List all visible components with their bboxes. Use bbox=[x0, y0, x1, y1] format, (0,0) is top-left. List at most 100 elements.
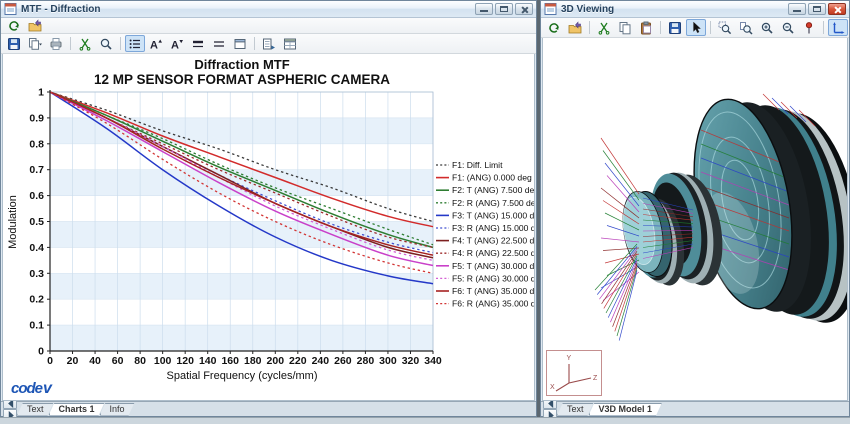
copy-drop-button[interactable] bbox=[25, 35, 45, 52]
svg-text:0: 0 bbox=[47, 355, 53, 367]
tab-info[interactable]: Info bbox=[100, 403, 135, 416]
svg-text:160: 160 bbox=[221, 355, 239, 367]
window-title: MTF - Diffraction bbox=[21, 4, 475, 15]
toolbar-separator bbox=[589, 21, 590, 34]
toolbar-separator bbox=[254, 37, 255, 50]
zoom-out-icon bbox=[781, 21, 795, 35]
line-thin-button[interactable] bbox=[209, 35, 229, 52]
refresh-icon bbox=[7, 19, 21, 33]
mtf-titlebar[interactable]: MTF - Diffraction bbox=[1, 1, 536, 18]
zoom-in-button[interactable] bbox=[757, 19, 777, 36]
save-icon bbox=[7, 37, 21, 51]
svg-text:0.4: 0.4 bbox=[29, 242, 44, 254]
toolbar-separator bbox=[70, 37, 71, 50]
svg-text:0.5: 0.5 bbox=[29, 216, 44, 228]
svg-text:60: 60 bbox=[112, 355, 124, 367]
minimize-button[interactable] bbox=[475, 3, 493, 15]
close-button[interactable] bbox=[828, 3, 846, 15]
status-bar bbox=[0, 417, 850, 424]
svg-text:240: 240 bbox=[312, 355, 330, 367]
maximize-button[interactable] bbox=[495, 3, 513, 15]
tab-charts-1[interactable]: Charts 1 bbox=[49, 403, 105, 416]
svg-text:F5: R (ANG) 30.000 deg: F5: R (ANG) 30.000 deg bbox=[452, 273, 535, 283]
cut-button[interactable] bbox=[75, 35, 95, 52]
x-axis-label: X bbox=[550, 384, 555, 391]
svg-text:Diffraction MTF: Diffraction MTF bbox=[194, 57, 289, 72]
cut-icon bbox=[597, 21, 611, 35]
tab-v3d-model-1[interactable]: V3D Model 1 bbox=[589, 403, 663, 416]
page-grid-button[interactable] bbox=[280, 35, 300, 52]
zoom-page-button[interactable] bbox=[736, 19, 756, 36]
mtf-window: MTF - Diffraction AA 0204060801001201401… bbox=[0, 0, 537, 417]
svg-text:0.7: 0.7 bbox=[29, 164, 44, 176]
export-button[interactable] bbox=[25, 17, 45, 34]
page-grid-icon bbox=[283, 37, 297, 51]
cut-button[interactable] bbox=[594, 19, 614, 36]
svg-text:Modulation: Modulation bbox=[7, 195, 19, 249]
toolbar-separator bbox=[823, 21, 824, 34]
mtf-toolbar-main: AA bbox=[1, 34, 536, 54]
font-up-icon: A bbox=[149, 37, 163, 51]
axes-button[interactable] bbox=[828, 19, 848, 36]
page-next-button[interactable] bbox=[259, 35, 279, 52]
svg-text:0.8: 0.8 bbox=[29, 138, 44, 150]
pin-button[interactable] bbox=[799, 19, 819, 36]
pointer-button[interactable] bbox=[686, 19, 706, 36]
viewing-3d-viewport[interactable]: Y Z X bbox=[542, 38, 848, 401]
copy-icon bbox=[618, 21, 632, 35]
series-f1-ang-0-000-deg bbox=[50, 92, 433, 227]
copy-drop-icon bbox=[28, 37, 42, 51]
mdi-desktop: MTF - Diffraction AA 0204060801001201401… bbox=[0, 0, 850, 424]
maximize-button[interactable] bbox=[808, 3, 826, 15]
svg-text:1: 1 bbox=[38, 87, 44, 99]
minimize-button[interactable] bbox=[788, 3, 806, 15]
line-thin-icon bbox=[212, 37, 226, 51]
tab-text[interactable]: Text bbox=[557, 403, 594, 416]
save-button[interactable] bbox=[665, 19, 685, 36]
z-axis-line bbox=[569, 378, 591, 383]
list-icon bbox=[128, 37, 142, 51]
svg-text:20: 20 bbox=[67, 355, 79, 367]
axes-icon bbox=[831, 21, 845, 35]
close-button[interactable] bbox=[515, 3, 533, 15]
print-button[interactable] bbox=[46, 35, 66, 52]
font-down-icon: A bbox=[170, 37, 184, 51]
print-icon bbox=[49, 37, 63, 51]
font-down-button[interactable]: A bbox=[167, 35, 187, 52]
svg-text:A: A bbox=[150, 39, 158, 51]
zoom-button[interactable] bbox=[96, 35, 116, 52]
paste-icon bbox=[639, 21, 653, 35]
svg-text:A: A bbox=[171, 39, 179, 51]
document-icon bbox=[544, 3, 557, 15]
svg-text:12 MP SENSOR FORMAT ASPHERIC C: 12 MP SENSOR FORMAT ASPHERIC CAMERA bbox=[94, 72, 390, 87]
tab-text[interactable]: Text bbox=[17, 403, 54, 416]
save-icon bbox=[668, 21, 682, 35]
svg-text:F4: R (ANG) 22.500 deg: F4: R (ANG) 22.500 deg bbox=[452, 248, 535, 258]
list-button[interactable] bbox=[125, 35, 145, 52]
window-button[interactable] bbox=[230, 35, 250, 52]
orientation-triad: Y Z X bbox=[546, 350, 602, 396]
zoom-out-button[interactable] bbox=[778, 19, 798, 36]
refresh-button[interactable] bbox=[544, 19, 564, 36]
svg-text:F1: (ANG) 0.000 deg: F1: (ANG) 0.000 deg bbox=[452, 173, 532, 183]
svg-text:200: 200 bbox=[267, 355, 285, 367]
svg-text:F2: R (ANG) 7.500 deg: F2: R (ANG) 7.500 deg bbox=[452, 198, 535, 208]
svg-text:40: 40 bbox=[89, 355, 101, 367]
zoom-in-icon bbox=[760, 21, 774, 35]
line-thick-icon bbox=[191, 37, 205, 51]
viewing-3d-window: 3D Viewing Y Z bbox=[540, 0, 850, 417]
viewing-3d-titlebar[interactable]: 3D Viewing bbox=[541, 1, 849, 18]
export-button[interactable] bbox=[565, 19, 585, 36]
line-thick-button[interactable] bbox=[188, 35, 208, 52]
mtf-tabbar: TextCharts 1Info bbox=[1, 401, 536, 416]
copy-button[interactable] bbox=[615, 19, 635, 36]
svg-text:80: 80 bbox=[134, 355, 146, 367]
save-button[interactable] bbox=[4, 35, 24, 52]
paste-button[interactable] bbox=[636, 19, 656, 36]
font-up-button[interactable]: A bbox=[146, 35, 166, 52]
refresh-button[interactable] bbox=[4, 17, 24, 34]
toolbar-separator bbox=[710, 21, 711, 34]
zoom-window-button[interactable] bbox=[715, 19, 735, 36]
svg-text:F6: T (ANG) 35.000 deg: F6: T (ANG) 35.000 deg bbox=[452, 286, 535, 296]
svg-text:120: 120 bbox=[176, 355, 194, 367]
